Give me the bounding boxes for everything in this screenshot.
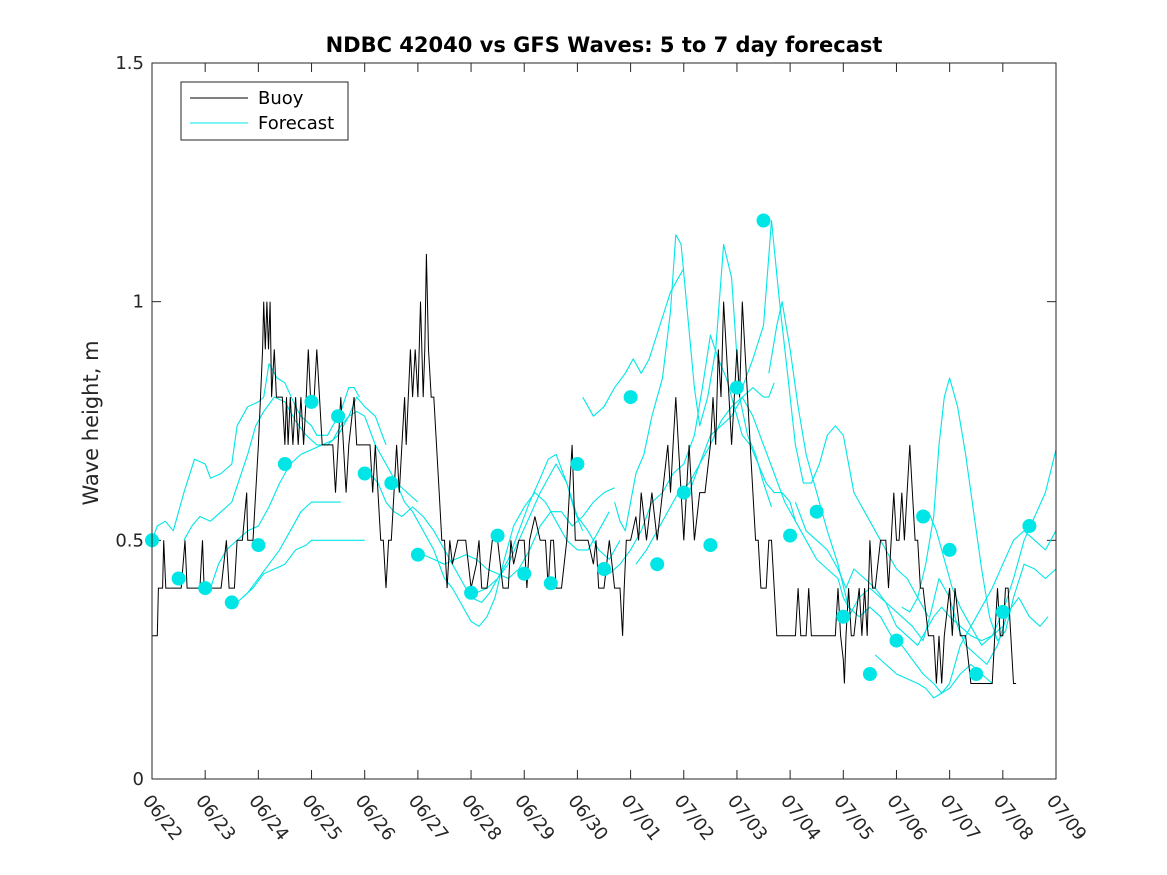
forecast-marker — [756, 213, 771, 228]
x-tick-label: 06/23 — [191, 791, 239, 845]
forecast-series-line — [768, 301, 993, 694]
forecast-series-line — [874, 530, 1057, 699]
forecast-marker — [464, 585, 479, 600]
forecast-marker — [331, 409, 346, 424]
x-tick-label: 06/24 — [244, 791, 292, 845]
x-tick-label: 06/27 — [404, 791, 452, 845]
forecast-marker — [597, 562, 611, 576]
y-tick-label: 1 — [133, 292, 144, 313]
forecast-marker — [729, 380, 744, 395]
forecast-marker — [942, 542, 957, 557]
forecast-marker — [224, 595, 239, 610]
legend-forecast-label: Forecast — [258, 113, 334, 134]
forecast-marker — [809, 504, 824, 519]
forecast-series-line — [396, 482, 610, 627]
forecast-marker — [783, 528, 798, 543]
forecast-series-line — [614, 234, 773, 532]
x-tick-label: 07/04 — [776, 791, 824, 845]
forecast-marker — [171, 571, 186, 586]
forecast-marker — [623, 390, 638, 405]
y-tick-label: 1.5 — [115, 53, 144, 74]
forecast-marker — [357, 466, 372, 481]
y-axis-label: Wave height, m — [79, 340, 103, 505]
forecast-marker — [650, 557, 665, 572]
chart-title: NDBC 42040 vs GFS Waves: 5 to 7 day fore… — [326, 33, 883, 57]
forecast-marker — [676, 485, 691, 500]
x-tick-label: 07/07 — [936, 791, 984, 845]
forecast-marker — [251, 538, 266, 553]
forecast-marker — [277, 457, 292, 471]
forecast-series-line — [608, 334, 796, 575]
forecast-series-line — [848, 577, 1049, 665]
axis-ticks: 06/22 06/23 06/24 06/25 06/26 06/27 06/28 06/29… — [115, 53, 1090, 845]
forecast-series-line — [635, 396, 850, 608]
x-tick-label: 06/29 — [510, 791, 558, 845]
forecast-marker — [198, 581, 213, 596]
x-tick-label: 07/09 — [1042, 791, 1090, 845]
x-tick-label: 06/22 — [138, 791, 186, 845]
x-tick-label: 07/05 — [829, 791, 877, 845]
forecast-marker — [836, 609, 851, 624]
x-tick-label: 06/25 — [298, 791, 346, 845]
x-tick-label: 07/08 — [989, 791, 1037, 845]
x-tick-label: 07/03 — [723, 791, 771, 845]
forecast-marker — [543, 576, 558, 591]
forecast-marker — [490, 528, 505, 543]
forecast-series-line — [236, 501, 341, 603]
forecast-marker — [304, 394, 319, 409]
y-tick-label: 0.5 — [115, 530, 144, 551]
x-tick-label: 07/02 — [670, 791, 718, 845]
forecast-marker — [410, 547, 425, 562]
plot-series — [145, 213, 1057, 699]
forecast-marker — [862, 667, 877, 681]
legend-buoy-label: Buoy — [258, 88, 304, 109]
forecast-marker — [703, 538, 718, 553]
forecast-series-line — [901, 377, 1057, 642]
forecast-marker — [1022, 519, 1037, 533]
buoy-series-line — [152, 253, 1017, 684]
x-tick-label: 06/30 — [563, 791, 611, 845]
y-tick-label: 0 — [133, 769, 144, 790]
forecast-series-line — [209, 410, 419, 589]
x-tick-label: 07/06 — [882, 791, 930, 845]
forecast-series-line — [741, 219, 929, 617]
x-tick-label: 06/26 — [351, 791, 399, 845]
forecast-marker — [570, 457, 585, 471]
forecast-marker — [517, 566, 532, 581]
forecast-marker — [969, 667, 984, 681]
forecast-marker — [995, 604, 1010, 619]
plot-frame — [151, 62, 1057, 780]
forecast-series-line — [242, 539, 365, 599]
forecast-marker — [916, 509, 931, 524]
forecast-series-line — [151, 363, 360, 541]
forecast-series-line — [688, 382, 775, 493]
legend-box — [180, 81, 349, 141]
x-tick-label: 07/01 — [617, 791, 665, 845]
forecast-series-line — [422, 487, 615, 580]
forecast-marker — [889, 633, 904, 648]
forecast-marker — [384, 476, 399, 491]
forecast-series-line — [369, 453, 584, 603]
x-tick-label: 06/28 — [457, 791, 505, 845]
forecast-series-line — [794, 501, 1004, 646]
legend: Buoy Forecast — [180, 81, 349, 141]
